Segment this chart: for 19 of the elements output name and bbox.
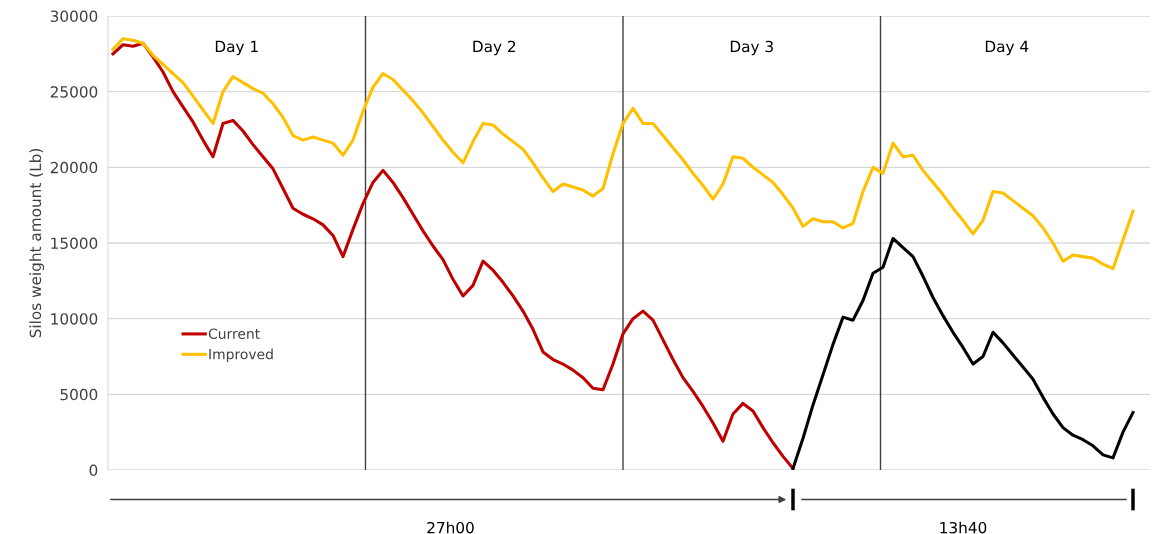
y-tick-label: 15000 (51, 237, 98, 250)
y-tick-label: 20000 (50, 161, 98, 174)
y-tick-label: 25000 (50, 86, 98, 98)
line-series (791, 236, 1135, 470)
line-series (111, 37, 1135, 271)
annotation: Day 3 (730, 40, 773, 56)
legend-label: Improved (209, 348, 273, 363)
y-tick-label: 0 (89, 464, 98, 477)
text: 27h00 (427, 521, 474, 534)
line-series (111, 41, 795, 470)
y-tick-label: 10000 (51, 313, 98, 325)
text: 13h40 (940, 521, 987, 534)
y-tick-label: 30000 (50, 10, 98, 23)
y-axis-title: Silos weight amount (Lb) (29, 148, 45, 338)
y-tick-label: 5000 (60, 388, 98, 401)
annotation: Day 1 (215, 40, 258, 56)
annotation: Day 2 (473, 40, 516, 56)
legend-label: Current (208, 328, 260, 339)
annotation: Day 4 (985, 40, 1029, 56)
